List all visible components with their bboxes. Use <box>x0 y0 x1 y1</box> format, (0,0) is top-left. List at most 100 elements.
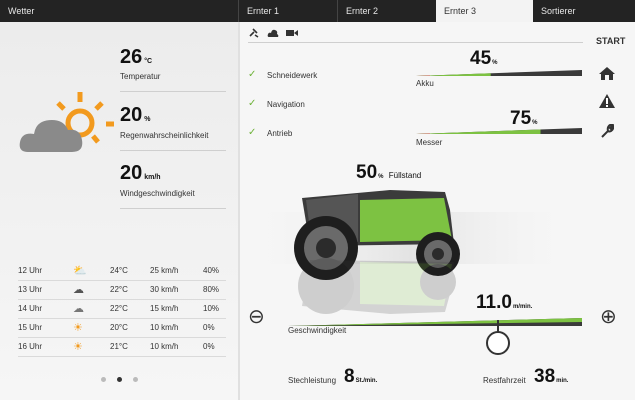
cloud-icon <box>267 29 279 37</box>
forecast-row: 15 Uhr ☀ 20°C 10 km/h 0% <box>18 319 226 338</box>
forecast-temp: 22°C <box>110 304 128 313</box>
wind-number: 20 <box>120 162 143 184</box>
wrench-icon[interactable] <box>600 124 614 138</box>
status-antrieb: Antrieb <box>267 129 293 138</box>
fill-number: 50 <box>356 162 378 183</box>
messer-gauge <box>416 128 582 134</box>
separator <box>248 42 583 43</box>
fill-label: Füllstand <box>388 171 422 180</box>
restfahrzeit-number: 38 <box>534 366 556 387</box>
row-separator <box>18 318 226 319</box>
forecast-time: 15 Uhr <box>18 323 43 332</box>
akku-value: 45% <box>470 48 497 70</box>
tab-divider <box>337 0 338 22</box>
forecast-rain: 0% <box>203 323 215 332</box>
forecast-wind: 30 km/h <box>150 285 179 294</box>
forecast-rain: 10% <box>203 304 220 313</box>
forecast-wind: 10 km/h <box>150 323 179 332</box>
partly-cloudy-icon: ⛅ <box>73 265 87 277</box>
akku-gauge <box>416 70 582 76</box>
fill-value: 50% Füllstand <box>356 162 421 184</box>
speed-value: 11.0m/min. <box>476 292 532 314</box>
temperature-value: 26 °C <box>120 46 152 69</box>
warning-icon[interactable] <box>599 94 615 108</box>
camera-icon <box>286 30 298 36</box>
forecast-time: 13 Uhr <box>18 285 43 294</box>
sun-icon: ☀ <box>73 322 83 334</box>
separator <box>120 91 226 92</box>
speed-slider[interactable] <box>288 316 582 326</box>
forecast-row: 14 Uhr ☁ 22°C 15 km/h 10% <box>18 300 226 319</box>
cloud-icon: ☁ <box>73 303 84 315</box>
restfahrzeit-unit: min. <box>556 378 569 384</box>
forecast-time: 14 Uhr <box>18 304 43 313</box>
status-schneidewerk: Schneidewerk <box>267 71 318 80</box>
tab-ernter-2[interactable]: Ernter 2 <box>346 6 379 16</box>
restfahrzeit-label: Restfahrzeit <box>483 376 526 385</box>
rain-label: Regenwahrscheinlichkeit <box>120 131 209 140</box>
tab-wetter[interactable]: Wetter <box>8 6 35 16</box>
speed-unit: m/min. <box>512 304 533 310</box>
pager-dot[interactable] <box>133 377 138 382</box>
stechleistung-unit: St./min. <box>355 378 378 384</box>
messer-number: 75 <box>510 108 532 129</box>
tab-divider <box>238 0 239 22</box>
pager-dot[interactable] <box>101 377 106 382</box>
start-button[interactable]: START <box>596 36 626 46</box>
rain-number: 20 <box>120 104 143 126</box>
tab-bar: Wetter Ernter 1 Ernter 2 Ernter 3 Sortie… <box>0 0 635 22</box>
messer-unit: % <box>532 120 538 126</box>
speed-label: Geschwindigkeit <box>288 326 347 335</box>
forecast-row: 12 Uhr ⛅ 24°C 25 km/h 40% <box>18 262 226 281</box>
weather-panel: 26 °C Temperatur 20% Regenwahrscheinlichk… <box>0 22 238 400</box>
fill-unit: % <box>378 174 384 180</box>
forecast-wind: 25 km/h <box>150 266 179 275</box>
sun-icon: ☀ <box>73 341 83 353</box>
status-navigation: Navigation <box>267 100 305 109</box>
forecast-temp: 22°C <box>110 285 128 294</box>
check-icon: ✓ <box>248 127 257 138</box>
rain-cloud-icon: ☁ <box>73 284 84 296</box>
home-icon[interactable] <box>598 66 616 80</box>
mower-vehicle <box>240 190 580 314</box>
tab-sortierer[interactable]: Sortierer <box>541 6 576 16</box>
temperature-number: 26 <box>120 46 143 68</box>
machine-panel: ✓ Schneidewerk ✓ Navigation ✓ Antrieb 45… <box>240 22 635 400</box>
speed-decrease-button[interactable]: ⊖ <box>248 306 265 328</box>
akku-label: Akku <box>416 79 434 88</box>
forecast-rain: 40% <box>203 266 220 275</box>
forecast-row: 13 Uhr ☁ 22°C 30 km/h 80% <box>18 281 226 300</box>
check-icon: ✓ <box>248 69 257 80</box>
tab-ernter-1[interactable]: Ernter 1 <box>247 6 280 16</box>
stechleistung-value: 8St./min. <box>344 366 377 388</box>
pager-dot-active[interactable] <box>117 377 122 382</box>
forecast-temp: 24°C <box>110 266 128 275</box>
forecast-row: 16 Uhr ☀ 21°C 10 km/h 0% <box>18 338 226 357</box>
check-icon: ✓ <box>248 98 257 109</box>
separator <box>120 150 226 151</box>
restfahrzeit-value: 38min. <box>534 366 568 388</box>
forecast-temp: 20°C <box>110 323 128 332</box>
speed-increase-button[interactable]: ⊕ <box>600 306 617 328</box>
tab-ernter-3[interactable]: Ernter 3 <box>436 0 533 22</box>
speed-number: 11.0 <box>476 292 512 313</box>
forecast-rain: 0% <box>203 342 215 351</box>
partly-cloudy-icon <box>19 92 114 152</box>
temperature-label: Temperatur <box>120 72 161 81</box>
wind-label: Windgeschwindigkeit <box>120 189 195 198</box>
rain-value: 20% <box>120 104 150 127</box>
separator <box>120 208 226 209</box>
temperature-unit: °C <box>144 58 153 65</box>
akku-number: 45 <box>470 48 492 69</box>
rain-unit: % <box>144 116 151 123</box>
messer-value: 75% <box>510 108 537 130</box>
forecast-rain: 80% <box>203 285 220 294</box>
forecast-temp: 21°C <box>110 342 128 351</box>
forecast-wind: 15 km/h <box>150 304 179 313</box>
speed-slider-handle[interactable] <box>485 318 511 356</box>
satellite-icon <box>249 28 259 38</box>
panel-divider <box>238 22 240 400</box>
messer-label: Messer <box>416 138 443 147</box>
row-separator <box>18 337 226 338</box>
forecast-time: 12 Uhr <box>18 266 43 275</box>
